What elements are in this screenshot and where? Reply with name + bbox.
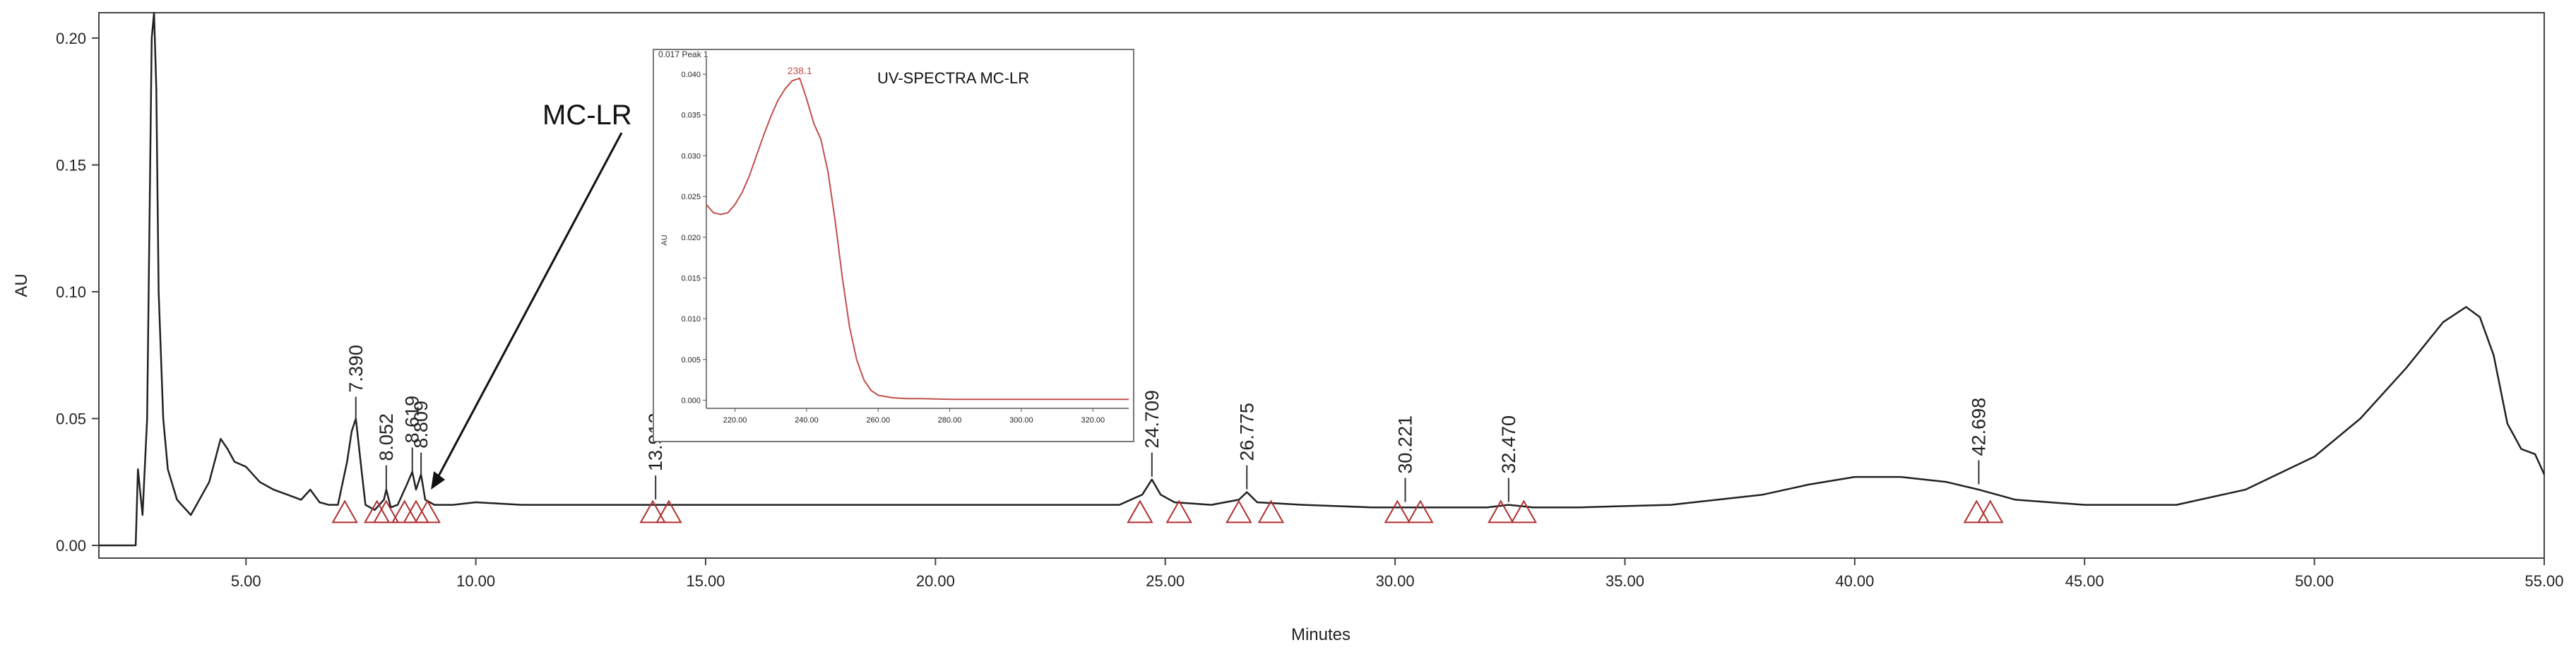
y-tick-label: 0.00 <box>56 537 86 555</box>
x-tick-label: 15.00 <box>686 572 725 590</box>
peak-label: 7.390 <box>345 345 367 393</box>
y-tick-label: 0.05 <box>56 410 86 428</box>
inset-y-tick-label: 0.015 <box>681 274 701 283</box>
inset-panel <box>653 49 1134 442</box>
inset-x-tick-label: 220.00 <box>723 416 747 425</box>
inset-x-tick-label: 280.00 <box>938 416 962 425</box>
inset-y-axis-label: AU <box>660 235 669 245</box>
inset-y-tick-label: 0.000 <box>681 396 701 405</box>
main-plot-frame <box>99 13 2544 558</box>
baseline-marker <box>1385 501 1409 522</box>
baseline-marker <box>404 501 428 522</box>
peak-label: 30.221 <box>1395 415 1416 474</box>
y-axis-label: AU <box>12 273 31 297</box>
x-tick-label: 10.00 <box>456 572 495 590</box>
x-tick-label: 55.00 <box>2524 572 2563 590</box>
uv-peak-label: 238.1 <box>788 65 812 76</box>
peak-label: 8.052 <box>376 413 397 461</box>
inset-y-tick-label: 0.020 <box>681 234 701 242</box>
inset-y-tick-label: 0.005 <box>681 356 701 365</box>
chromatogram-trace <box>99 13 2544 545</box>
inset-y-tick-label: 0.040 <box>681 71 701 79</box>
inset-x-tick-label: 300.00 <box>1009 416 1033 425</box>
x-tick-label: 35.00 <box>1605 572 1644 590</box>
peak-label: 32.470 <box>1498 415 1519 474</box>
mc-lr-arrow-head <box>431 471 445 490</box>
y-tick-label: 0.15 <box>56 156 86 174</box>
baseline-marker <box>365 501 389 522</box>
peak-label: 24.709 <box>1141 390 1163 449</box>
y-tick-label: 0.20 <box>56 30 86 47</box>
inset-x-tick-label: 320.00 <box>1081 416 1105 425</box>
peak-label: 8.809 <box>410 401 432 449</box>
mc-lr-annotation-label: MC-LR <box>542 100 632 131</box>
baseline-marker <box>1227 501 1251 522</box>
mc-lr-arrow-line <box>437 133 622 480</box>
inset-y-tick-label: 0.025 <box>681 193 701 201</box>
baseline-marker <box>1128 501 1152 522</box>
inset-header: 0.017 Peak 1 <box>658 49 708 59</box>
y-tick-label: 0.10 <box>56 283 86 301</box>
x-axis-label: Minutes <box>1291 625 1351 644</box>
x-tick-label: 5.00 <box>231 572 261 590</box>
baseline-marker <box>1512 501 1536 522</box>
inset-x-tick-label: 240.00 <box>795 416 819 425</box>
x-tick-label: 20.00 <box>916 572 955 590</box>
baseline-marker <box>1167 501 1191 522</box>
inset-y-tick-label: 0.010 <box>681 315 701 324</box>
peak-label: 26.775 <box>1236 403 1257 461</box>
x-tick-label: 40.00 <box>1835 572 1874 590</box>
x-tick-label: 45.00 <box>2065 572 2104 590</box>
inset-y-tick-label: 0.030 <box>681 152 701 160</box>
x-tick-label: 30.00 <box>1376 572 1415 590</box>
x-tick-label: 25.00 <box>1146 572 1185 590</box>
peak-label: 42.698 <box>1968 398 1989 456</box>
inset-title: UV-SPECTRA MC-LR <box>877 69 1029 87</box>
baseline-marker <box>1408 501 1432 522</box>
inset-x-tick-label: 260.00 <box>866 416 890 425</box>
inset-y-tick-label: 0.035 <box>681 112 701 120</box>
x-tick-label: 50.00 <box>2295 572 2334 590</box>
